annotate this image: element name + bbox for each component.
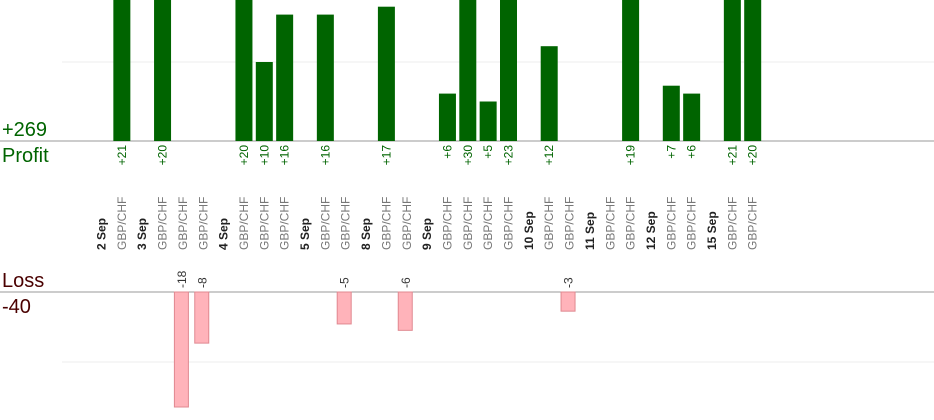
profit-value-label: +5 <box>481 145 495 159</box>
profit-bar <box>723 0 741 141</box>
profit-value-label: +20 <box>156 145 170 166</box>
pair-label: GBP/CHF <box>115 197 129 250</box>
pair-label: GBP/CHF <box>461 197 475 250</box>
pair-label: GBP/CHF <box>440 197 454 250</box>
date-label: 10 Sep <box>522 211 536 250</box>
pair-label: GBP/CHF <box>664 197 678 250</box>
profit-value-label: +19 <box>624 145 638 166</box>
loss-label: Loss <box>2 270 45 292</box>
profit-bar <box>662 85 680 141</box>
pair-label: GBP/CHF <box>400 197 414 250</box>
profit-value-label: +21 <box>115 145 129 166</box>
loss-value-label: -5 <box>338 277 352 288</box>
pair-label: GBP/CHF <box>725 197 739 250</box>
loss-bar <box>560 291 576 312</box>
pair-label: GBP/CHF <box>237 197 251 250</box>
profit-bar <box>500 0 517 141</box>
profit-value-label: +16 <box>318 145 332 166</box>
profit-value-label: +30 <box>461 145 475 166</box>
date-label: 15 Sep <box>705 211 719 250</box>
date-label: 9 Sep <box>420 218 434 250</box>
date-label: 2 Sep <box>95 218 109 250</box>
pair-label: GBP/CHF <box>156 197 170 250</box>
loss-bar <box>336 291 352 325</box>
profit-value-label: +10 <box>257 145 271 166</box>
loss-value-label: -18 <box>175 270 189 288</box>
pair-label: GBP/CHF <box>624 197 638 250</box>
pair-label: GBP/CHF <box>685 197 699 250</box>
pair-label: GBP/CHF <box>339 197 353 250</box>
profit-bar <box>459 0 477 141</box>
loss-value-label: -8 <box>195 277 209 288</box>
profit-total: +269 <box>2 119 48 141</box>
loss-bar <box>397 291 413 331</box>
pair-label: GBP/CHF <box>176 197 190 250</box>
profit-value-label: +20 <box>746 145 760 166</box>
profit-bar <box>540 46 558 142</box>
profit-label: Profit <box>2 145 49 167</box>
date-label: 12 Sep <box>644 211 658 250</box>
loss-value-label: -3 <box>562 277 576 288</box>
pair-label: GBP/CHF <box>542 197 556 250</box>
pair-label: GBP/CHF <box>603 197 617 250</box>
pair-label: GBP/CHF <box>502 197 516 250</box>
date-label: 3 Sep <box>135 218 149 250</box>
loss-total: -40 <box>2 296 31 318</box>
profit-bar <box>377 6 395 142</box>
date-label: 5 Sep <box>298 218 312 250</box>
pair-label: GBP/CHF <box>196 197 210 250</box>
profit-bar <box>316 14 334 142</box>
date-label: 8 Sep <box>359 218 373 250</box>
pair-label: GBP/CHF <box>278 197 292 250</box>
profit-value-label: +7 <box>664 145 678 159</box>
profit-value-label: +21 <box>725 145 739 166</box>
profit-value-label: +23 <box>502 145 516 166</box>
profit-bar <box>276 14 294 142</box>
date-label: 11 Sep <box>583 212 597 250</box>
profit-bar <box>622 0 640 141</box>
profit-bar <box>683 93 701 141</box>
pair-label: GBP/CHF <box>318 197 332 250</box>
pair-label: GBP/CHF <box>379 197 393 250</box>
profit-value-label: +16 <box>278 145 292 166</box>
profit-value-label: +20 <box>237 145 251 166</box>
profit-bar <box>438 93 456 141</box>
loss-bar <box>194 291 210 344</box>
pair-label: GBP/CHF <box>563 197 577 250</box>
date-label: 4 Sep <box>217 218 231 250</box>
profit-bar <box>154 0 172 141</box>
pair-label: GBP/CHF <box>746 197 760 250</box>
loss-bar <box>173 291 189 408</box>
profit-bar <box>235 0 253 141</box>
profit-bar <box>113 0 131 141</box>
pair-label: GBP/CHF <box>257 197 271 250</box>
profit-value-label: +17 <box>379 145 393 166</box>
profit-value-label: +6 <box>685 145 699 159</box>
profit-value-label: +6 <box>440 145 454 159</box>
pair-label: GBP/CHF <box>481 197 495 250</box>
profit-bar <box>255 62 273 141</box>
profit-value-label: +12 <box>542 145 556 166</box>
profit-bar <box>479 101 497 141</box>
loss-value-label: -6 <box>399 277 413 288</box>
profit-bar <box>744 0 762 141</box>
